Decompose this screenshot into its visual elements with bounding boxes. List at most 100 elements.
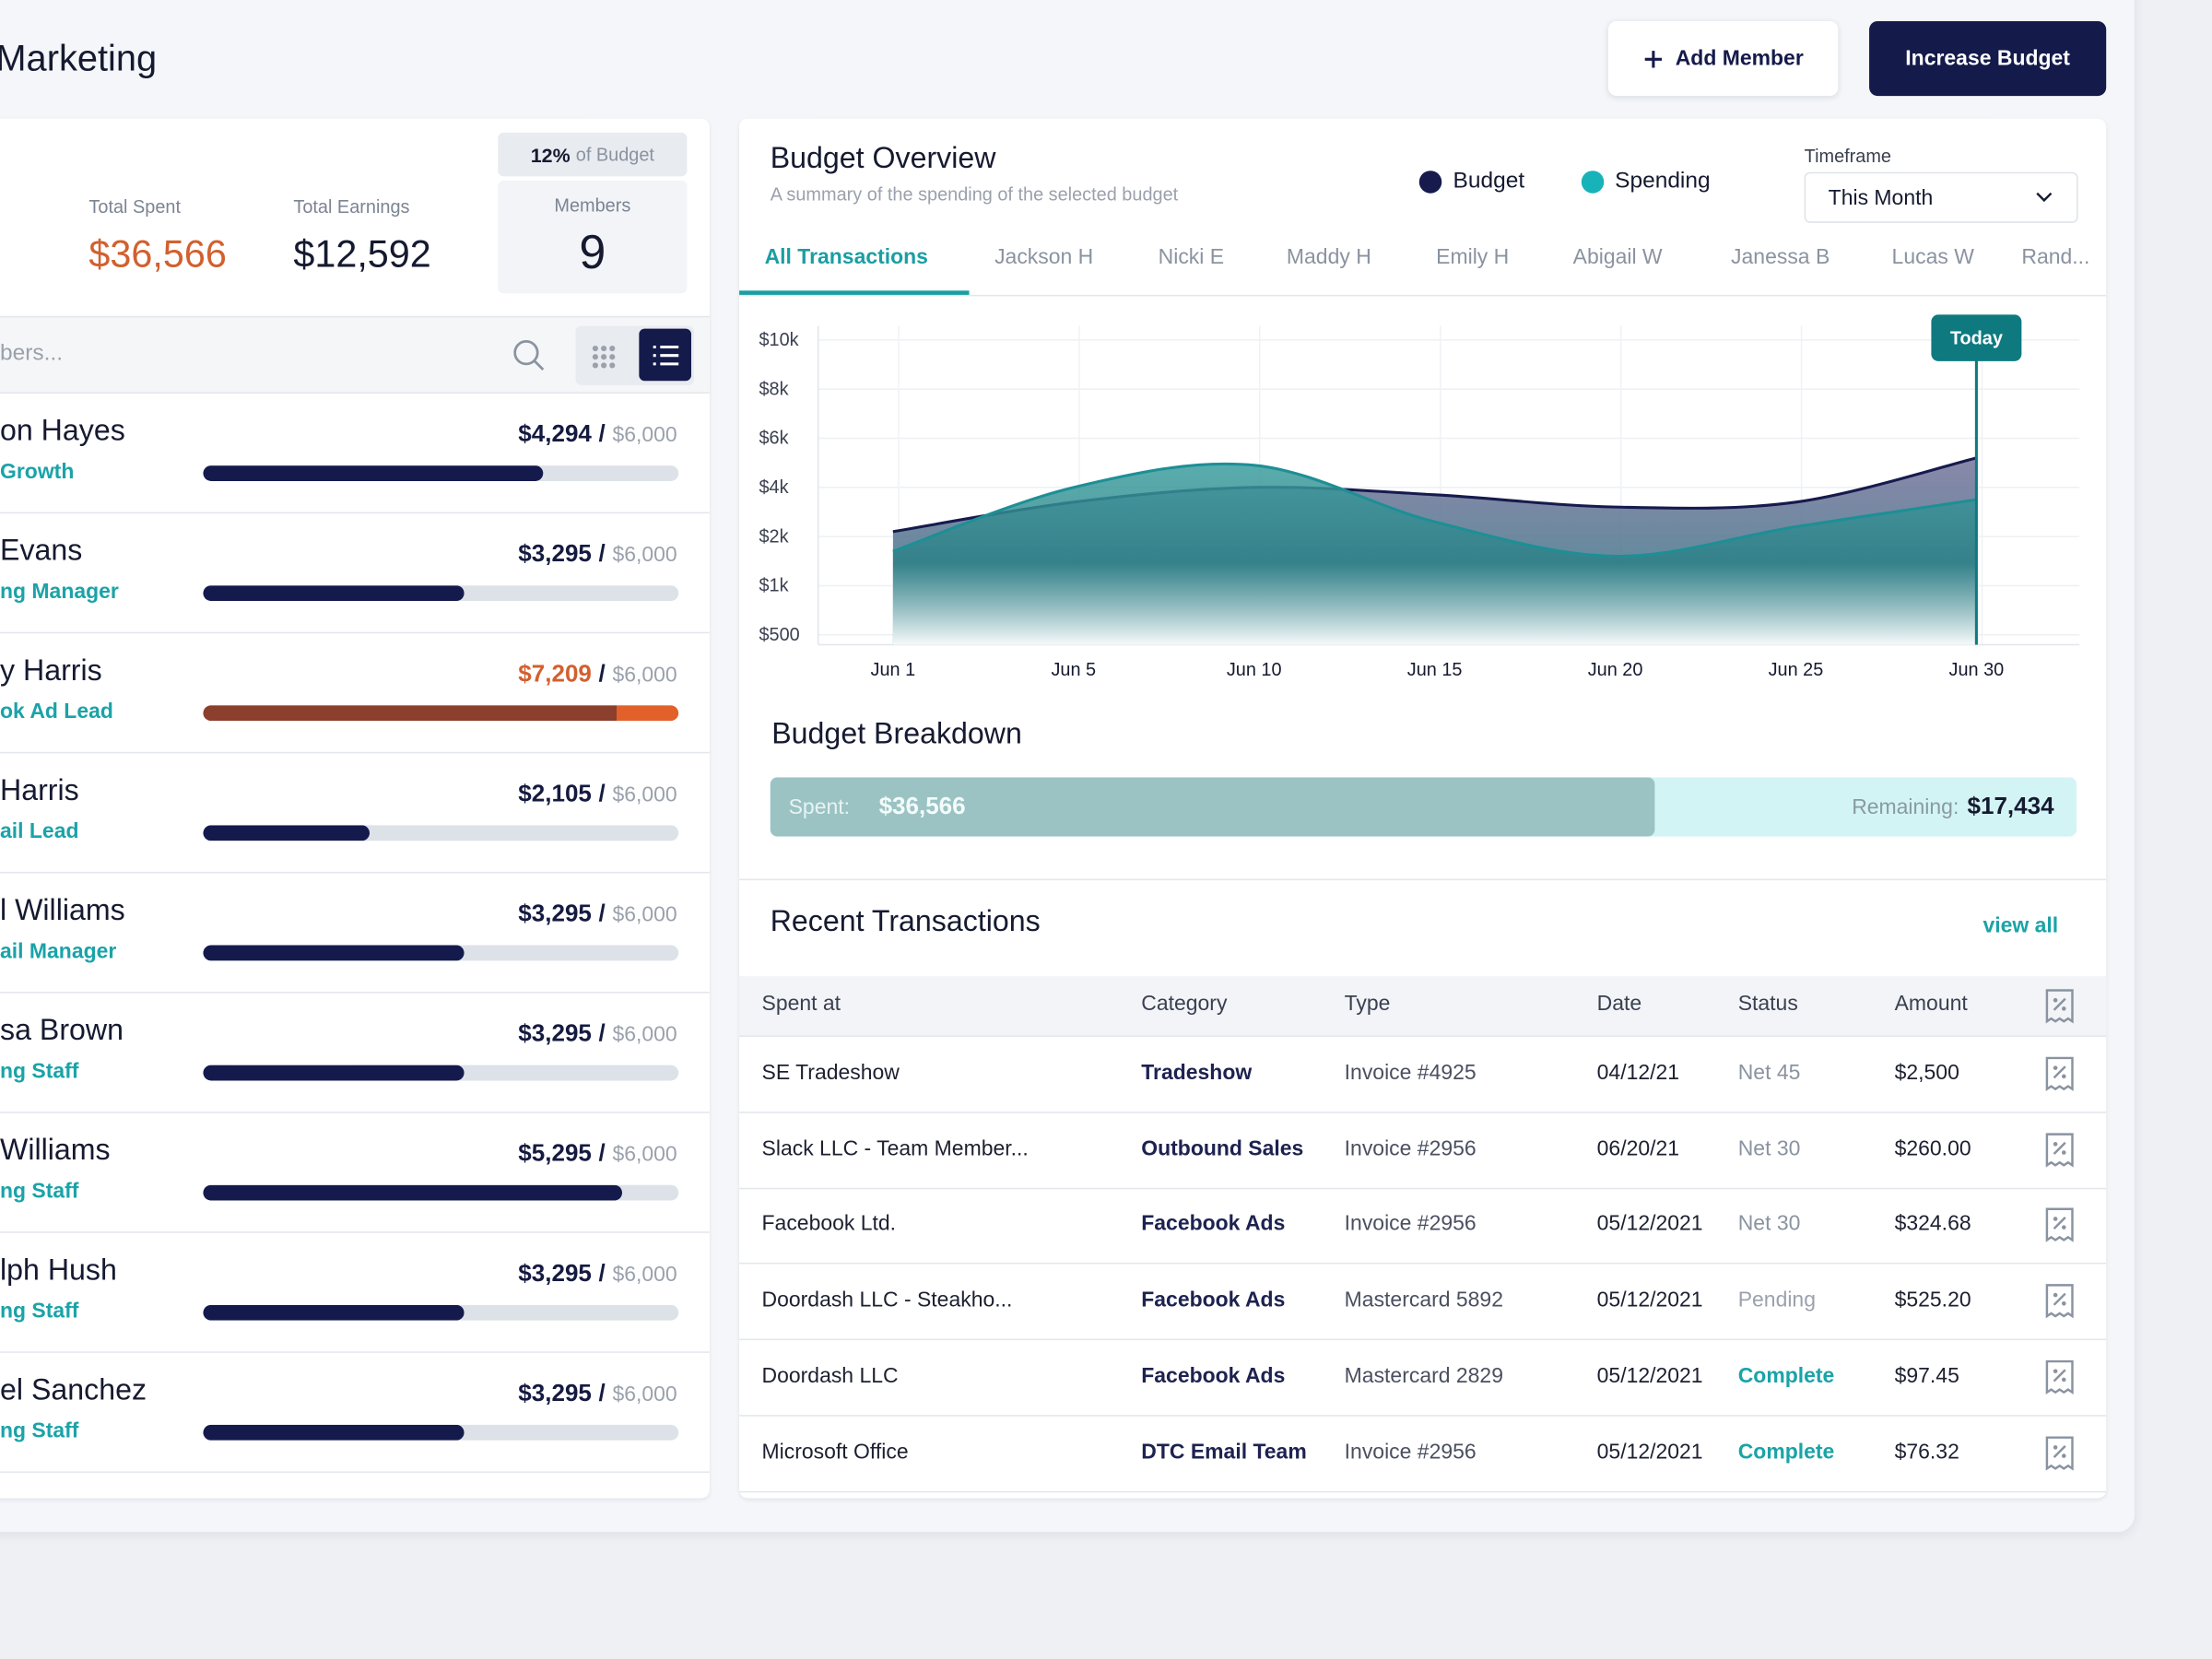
member-spent: $2,105 — [518, 780, 592, 807]
plus-icon — [1644, 50, 1662, 67]
member-row[interactable]: l Williams ail Manager $3,295/$6,000 — [0, 872, 710, 994]
progress-track — [203, 465, 679, 481]
table-header: Spent at Category Type Date Status Amount — [739, 976, 2107, 1037]
member-role: Growth — [0, 459, 75, 484]
transaction-row[interactable]: Slack LLC - Team Member... Outbound Sales… — [739, 1112, 2107, 1189]
timeframe-label: Timeframe — [1804, 145, 1892, 167]
tab[interactable]: Abigail W — [1572, 245, 1663, 270]
member-row[interactable]: lph Hush ng Staff $3,295/$6,000 — [0, 1231, 710, 1353]
legend-label: Spending — [1615, 169, 1711, 194]
member-role: ng Staff — [0, 1418, 79, 1443]
transaction-row[interactable]: Facebook Ltd. Facebook Ads Invoice #2956 05… — [739, 1188, 2107, 1265]
member-spent: $4,294 — [518, 420, 592, 448]
column-header: Date — [1596, 992, 1642, 1017]
column-header: Category — [1141, 992, 1228, 1017]
add-member-button[interactable]: Add Member — [1607, 20, 1839, 97]
y-tick-label: $6k — [759, 429, 788, 449]
receipt-icon[interactable] — [2044, 1206, 2076, 1243]
member-spent: $3,295 — [518, 540, 592, 568]
remaining: Remaining: $17,434 — [1852, 793, 2053, 821]
total-earnings: $12,592 — [293, 232, 431, 276]
table-cell: Net 30 — [1737, 1136, 1801, 1161]
table-cell: DTC Email Team — [1141, 1439, 1307, 1465]
divider — [739, 878, 2107, 881]
x-tick-label: Jun 10 — [1227, 660, 1282, 680]
member-name: l Williams — [0, 894, 125, 927]
member-row[interactable]: on Hayes Growth $4,294/$6,000 — [0, 393, 710, 514]
member-budget: $6,000 — [612, 543, 677, 568]
receipt-icon[interactable] — [2044, 1359, 2076, 1395]
legend-item: Spending — [1581, 169, 1711, 195]
member-spent: $5,295 — [518, 1139, 592, 1167]
button-label: Add Member — [1675, 46, 1804, 71]
list-view-icon — [653, 345, 679, 366]
receipt-icon[interactable] — [2044, 1282, 2076, 1319]
table-cell: Facebook Ads — [1141, 1363, 1286, 1388]
grid-view-icon[interactable] — [590, 343, 618, 371]
member-spent: $3,295 — [518, 1379, 592, 1407]
tab[interactable]: Rand... — [2021, 245, 2090, 270]
budget-percent-suffix: of Budget — [575, 144, 654, 166]
tab[interactable]: Jackson H — [994, 245, 1094, 270]
search-bar[interactable]: bers... — [0, 315, 710, 394]
table-cell: Invoice #2956 — [1344, 1439, 1477, 1465]
tab[interactable]: Nicki E — [1158, 245, 1225, 270]
member-row[interactable]: el Sanchez ng Staff $3,295/$6,000 — [0, 1351, 710, 1473]
tab[interactable]: Emily H — [1436, 245, 1510, 270]
receipt-icon[interactable] — [2044, 1131, 2076, 1168]
member-amount: $2,105/$6,000 — [518, 780, 677, 808]
view-toggle — [575, 325, 695, 385]
member-row[interactable]: y Harris ok Ad Lead $7,209/$6,000 — [0, 632, 710, 754]
table-cell: Facebook Ltd. — [761, 1212, 897, 1237]
chart: $10k $8k $6k $4k $2k $1k $500 Jun 1 Jun 5 Jun 10 J… — [759, 314, 2080, 680]
members-count: 9 — [579, 225, 606, 280]
view-all-link[interactable]: view all — [1983, 913, 2059, 938]
member-row[interactable]: sa Brown ng Staff $3,295/$6,000 — [0, 992, 710, 1113]
member-row[interactable]: Evans ng Manager $3,295/$6,000 — [0, 512, 710, 634]
amount-separator: / — [598, 660, 606, 688]
legend: Budget Spending — [1418, 169, 1711, 195]
transaction-row[interactable]: SE Tradeshow Tradeshow Invoice #4925 04/12/… — [739, 1037, 2107, 1113]
member-name: y Harris — [0, 654, 102, 688]
member-budget: $6,000 — [612, 902, 677, 927]
column-header: Type — [1344, 992, 1391, 1017]
transaction-row[interactable]: Doordash LLC - Steakho... Facebook Ads Mas… — [739, 1265, 2107, 1341]
receipt-icon[interactable] — [2044, 987, 2076, 1024]
list-view-button[interactable] — [639, 328, 691, 382]
member-role: ok Ad Lead — [0, 700, 113, 724]
member-spent: $3,295 — [518, 900, 592, 927]
member-name: lph Hush — [0, 1253, 117, 1287]
table-cell: SE Tradeshow — [761, 1061, 900, 1086]
progress-track — [203, 705, 679, 722]
transaction-row[interactable]: Microsoft Office DTC Email Team Invoice #2… — [739, 1416, 2107, 1492]
member-row[interactable]: Harris ail Lead $2,105/$6,000 — [0, 752, 710, 874]
receipt-icon[interactable] — [2044, 1434, 2076, 1471]
table-cell: $324.68 — [1894, 1212, 1971, 1237]
column-header: Spent at — [761, 992, 841, 1017]
receipt-icon[interactable] — [2044, 1055, 2076, 1092]
tab[interactable]: Maddy H — [1286, 245, 1371, 270]
page-title: Marketing — [0, 36, 158, 79]
remaining-value: $17,434 — [1967, 793, 2054, 820]
members-box: Members 9 — [498, 180, 688, 294]
table-cell: Tradeshow — [1141, 1061, 1253, 1086]
total-earnings-label: Total Earnings — [293, 195, 410, 218]
progress-track — [203, 945, 679, 961]
table-cell: Doordash LLC - Steakho... — [761, 1288, 1013, 1312]
line — [892, 462, 1977, 559]
increase-budget-button[interactable]: Increase Budget — [1869, 20, 2107, 97]
table-cell: Invoice #4925 — [1344, 1061, 1477, 1086]
transaction-row[interactable]: Doordash LLC Facebook Ads Mastercard 2829 0… — [739, 1340, 2107, 1417]
table-cell: Facebook Ads — [1141, 1212, 1286, 1237]
x-tick-label: Jun 5 — [1051, 660, 1096, 680]
y-tick-label: $500 — [759, 625, 799, 645]
member-row[interactable]: Williams ng Staff $5,295/$6,000 — [0, 1112, 710, 1233]
tab[interactable]: All Transactions — [764, 245, 928, 270]
timeframe-select[interactable]: This Month — [1804, 171, 2078, 223]
progress-bar — [203, 945, 465, 961]
tab[interactable]: Janessa B — [1731, 245, 1830, 270]
table-cell: Mastercard 5892 — [1344, 1288, 1503, 1312]
member-name: Harris — [0, 774, 79, 807]
tab[interactable]: Lucas W — [1891, 245, 1974, 270]
table-cell: Slack LLC - Team Member... — [761, 1136, 1029, 1161]
